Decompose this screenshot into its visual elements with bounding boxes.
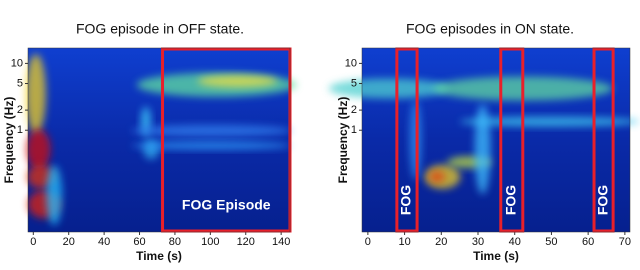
x-tick-label: 40 [509,236,521,248]
spectrogram-texture [131,124,292,137]
spectrogram-texture [197,75,278,88]
plot-frame [361,47,631,233]
y-tick-label: 10 [345,57,357,69]
region-label: FOG [398,185,414,215]
x-tick-label: 120 [237,236,255,248]
region-label: FOG [594,185,610,215]
x-tick-label: 100 [201,236,219,248]
spectrogram-texture [429,170,446,183]
chart-title: FOG episode in OFF state. [76,21,244,37]
y-tick-label: 2 [17,104,23,116]
x-tick-label: 10 [398,236,410,248]
y-tick-label: 1 [351,124,357,136]
y-axis-label: Frequency (Hz) [336,97,350,184]
spectrogram-texture [143,139,160,160]
chart-title: FOG episodes in ON state. [406,21,574,37]
x-tick-label: 20 [63,236,75,248]
spectrogram-texture [474,104,491,195]
x-tick-label: 140 [272,236,290,248]
plot-frame [27,47,291,233]
spectrogram-texture [46,165,63,226]
x-tick-label: 0 [30,236,36,248]
y-tick-label: 10 [11,57,23,69]
y-tick-label: 1 [17,124,23,136]
x-tick-label: 40 [98,236,110,248]
fog-region [592,47,615,233]
x-tick-label: 0 [365,236,371,248]
y-axis-label: Frequency (Hz) [2,97,16,184]
x-axis-label: Time (s) [136,249,182,263]
y-tick-label: 5 [17,77,23,89]
x-tick-label: 20 [435,236,447,248]
x-tick-label: 70 [619,236,631,248]
x-tick-label: 80 [169,236,181,248]
x-tick-label: 50 [545,236,557,248]
region-label: FOG Episode [182,197,271,213]
spectrogram-texture [25,54,46,134]
x-tick-label: 60 [133,236,145,248]
fog-region [395,47,419,233]
region-label: FOG [502,185,518,215]
spectrogram-texture [131,141,292,150]
spectrogram-texture [328,78,449,99]
x-axis-label: Time (s) [473,249,519,263]
y-tick-label: 2 [351,104,357,116]
x-tick-label: 60 [582,236,594,248]
y-tick-label: 5 [351,77,357,89]
fog-region [499,47,525,233]
x-tick-label: 30 [472,236,484,248]
spectrogram-texture [26,129,51,170]
